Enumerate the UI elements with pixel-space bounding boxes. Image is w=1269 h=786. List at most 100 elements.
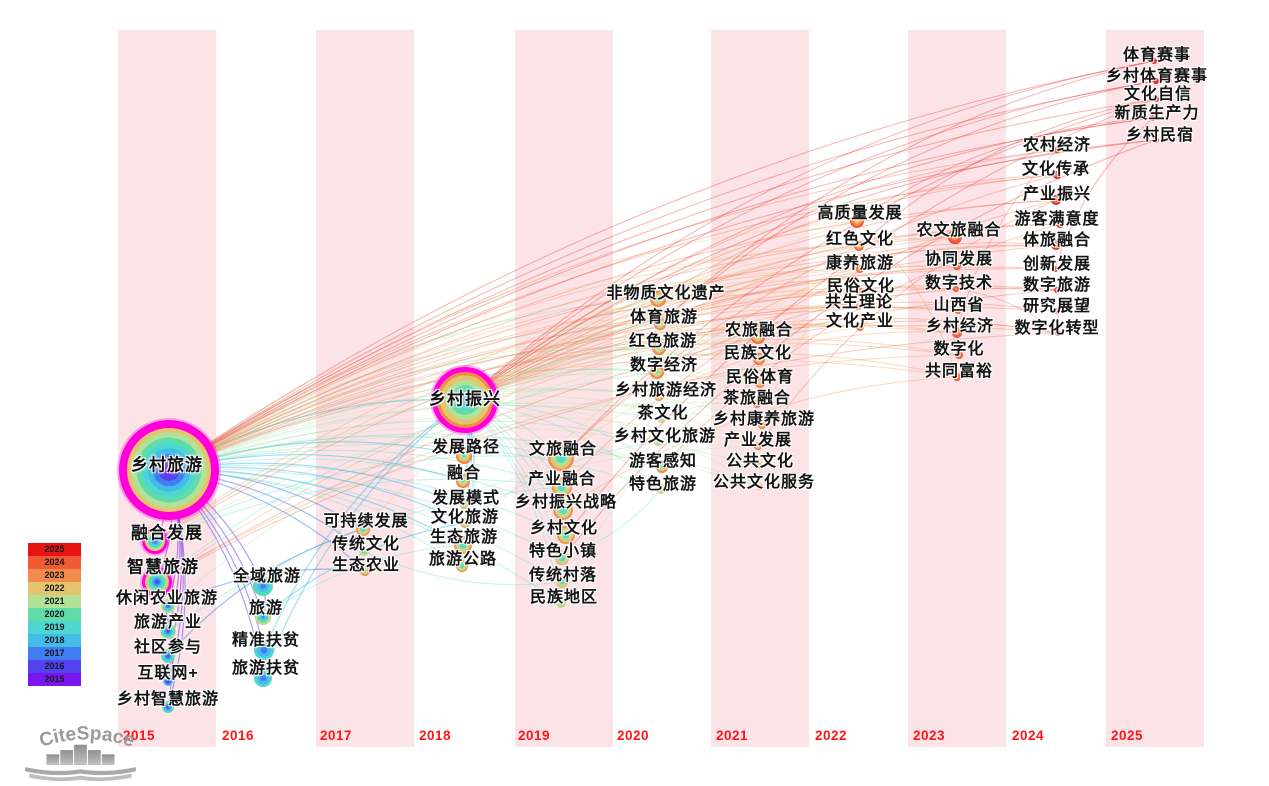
keyword-label[interactable]: 文旅融合: [528, 441, 598, 458]
keyword-label[interactable]: 产业振兴: [1022, 186, 1092, 203]
keyword-node[interactable]: [756, 463, 762, 469]
keyword-label[interactable]: 乡村振兴: [429, 389, 501, 409]
keyword-node[interactable]: [1151, 58, 1157, 64]
keyword-node[interactable]: [557, 526, 575, 544]
keyword-label[interactable]: 产业融合: [527, 471, 597, 488]
keyword-node[interactable]: [1150, 115, 1156, 121]
keyword-label[interactable]: 民族地区: [529, 589, 599, 606]
keyword-node[interactable]: [555, 551, 569, 565]
keyword-label[interactable]: 特色小镇: [528, 543, 598, 560]
keyword-node[interactable]: [1153, 96, 1159, 102]
keyword-label[interactable]: 文化传承: [1021, 161, 1091, 178]
keyword-node[interactable]: [1055, 330, 1061, 336]
keyword-label[interactable]: 体育赛事: [1122, 47, 1192, 64]
keyword-label[interactable]: 可持续发展: [323, 513, 409, 530]
keyword-node[interactable]: [757, 484, 763, 490]
keyword-label[interactable]: 传统村落: [528, 567, 598, 584]
keyword-node[interactable]: [1054, 147, 1060, 153]
keyword-node[interactable]: [657, 415, 665, 423]
keyword-node[interactable]: [1054, 287, 1060, 293]
keyword-label[interactable]: 数字经济: [629, 357, 699, 374]
keyword-node[interactable]: [1051, 195, 1061, 205]
keyword-label[interactable]: 农文旅融合: [916, 222, 1002, 239]
keyword-label[interactable]: 高质量发展: [817, 205, 903, 222]
keyword-label[interactable]: 民族文化: [723, 345, 793, 362]
keyword-label[interactable]: 乡村体育赛事: [1105, 68, 1209, 85]
keyword-node[interactable]: [553, 500, 573, 520]
keyword-node[interactable]: [652, 341, 666, 355]
keyword-node[interactable]: [1052, 266, 1058, 272]
keyword-label[interactable]: 创新发展: [1022, 256, 1092, 273]
keyword-label[interactable]: 游客感知: [628, 453, 698, 470]
keyword-node[interactable]: [856, 265, 864, 273]
keyword-node[interactable]: [1053, 171, 1061, 179]
keyword-node[interactable]: [751, 330, 765, 344]
keyword-label[interactable]: 康养旅游: [825, 255, 895, 272]
keyword-node[interactable]: [854, 241, 864, 251]
keyword-label[interactable]: 休闲农业旅游: [115, 590, 219, 607]
keyword-label[interactable]: 红色文化: [825, 231, 895, 248]
keyword-label[interactable]: 旅游产业: [133, 614, 203, 631]
keyword-label[interactable]: 乡村文化旅游: [613, 428, 717, 445]
keyword-label[interactable]: 共生理论: [824, 294, 894, 311]
keyword-label[interactable]: 融合发展: [131, 523, 203, 543]
keyword-node[interactable]: [850, 214, 864, 228]
keyword-label[interactable]: 红色旅游: [628, 333, 698, 350]
keyword-label[interactable]: 农村经济: [1022, 137, 1092, 154]
keyword-label[interactable]: 社区参与: [133, 639, 203, 656]
keyword-label[interactable]: 共同富裕: [924, 363, 994, 380]
keyword-label[interactable]: 数字旅游: [1022, 277, 1092, 294]
keyword-label[interactable]: 数字化转型: [1014, 320, 1100, 337]
keyword-label[interactable]: 游客满意度: [1014, 211, 1100, 228]
keyword-node[interactable]: [758, 421, 766, 429]
keyword-node[interactable]: [1153, 137, 1159, 143]
keyword-node[interactable]: [953, 286, 959, 292]
keyword-node[interactable]: [654, 438, 662, 446]
keyword-node[interactable]: [855, 304, 861, 310]
keyword-node[interactable]: [955, 308, 961, 314]
keyword-label[interactable]: 融合: [446, 465, 482, 482]
keyword-label[interactable]: 乡村旅游经济: [614, 382, 718, 399]
keyword-node[interactable]: [953, 373, 961, 381]
keyword-label[interactable]: 研究展望: [1022, 298, 1092, 315]
keyword-label[interactable]: 茶文化: [637, 405, 689, 422]
keyword-node[interactable]: [1054, 308, 1060, 314]
keyword-label[interactable]: 非物质文化遗产: [606, 285, 726, 302]
keyword-label[interactable]: 生态农业: [331, 557, 401, 574]
keyword-node[interactable]: [650, 365, 664, 379]
keyword-label[interactable]: 民俗体育: [725, 369, 795, 386]
keyword-label[interactable]: 山西省: [933, 297, 985, 314]
keyword-label[interactable]: 乡村智慧旅游: [116, 691, 220, 708]
keyword-node[interactable]: [754, 442, 762, 450]
keyword-label[interactable]: 产业发展: [723, 432, 793, 449]
keyword-label[interactable]: 新质生产力: [1114, 105, 1200, 122]
keyword-node[interactable]: [1153, 78, 1159, 84]
keyword-label[interactable]: 协同发展: [924, 251, 994, 268]
keyword-label[interactable]: 数字技术: [924, 275, 994, 292]
keyword-label[interactable]: 乡村经济: [925, 318, 995, 335]
keyword-label[interactable]: 生态旅游: [429, 529, 499, 546]
keyword-node[interactable]: [952, 328, 962, 338]
keyword-node[interactable]: [552, 477, 572, 497]
keyword-label[interactable]: 发展路径: [431, 439, 501, 456]
keyword-node[interactable]: [856, 323, 864, 331]
keyword-label[interactable]: 旅游公路: [428, 551, 498, 568]
keyword-node[interactable]: [556, 576, 568, 588]
keyword-label[interactable]: 文化自信: [1123, 86, 1193, 103]
keyword-label[interactable]: 体旅融合: [1022, 232, 1092, 249]
keyword-label[interactable]: 体育旅游: [629, 309, 699, 326]
keyword-node[interactable]: [953, 262, 961, 270]
keyword-label[interactable]: 乡村民宿: [1125, 127, 1195, 144]
keyword-label[interactable]: 农旅融合: [724, 322, 794, 339]
keyword-label[interactable]: 公共文化: [725, 453, 795, 470]
keyword-node[interactable]: [955, 351, 963, 359]
keyword-label[interactable]: 互联网+: [137, 665, 199, 682]
keyword-label[interactable]: 乡村振兴战略: [514, 494, 618, 511]
keyword-label[interactable]: 旅游: [248, 600, 284, 617]
keyword-label[interactable]: 乡村旅游: [131, 455, 203, 475]
keyword-label[interactable]: 数字化: [933, 341, 985, 358]
keyword-node[interactable]: [753, 353, 765, 365]
keyword-label[interactable]: 文化产业: [825, 313, 895, 330]
keyword-node[interactable]: [548, 445, 574, 471]
keyword-node[interactable]: [654, 391, 664, 401]
